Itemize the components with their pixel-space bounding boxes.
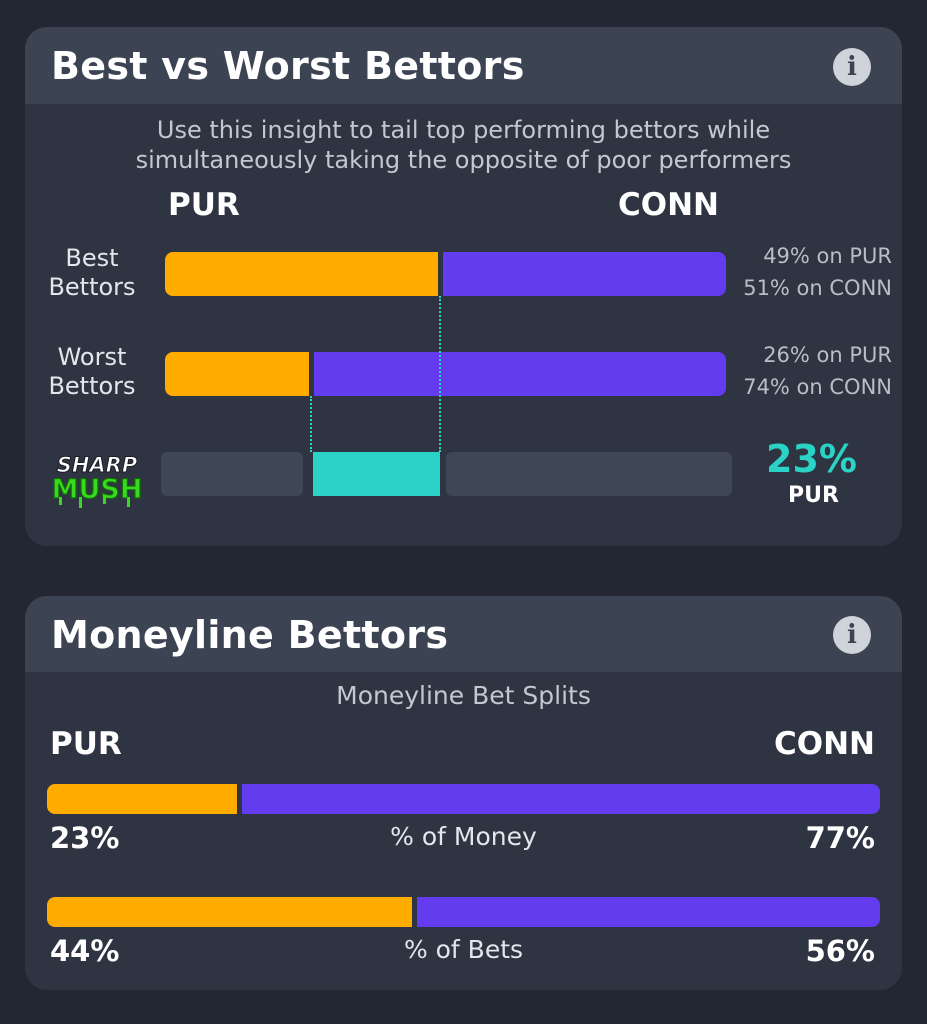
- worst-bettors-pct-conn: 74% on CONN: [743, 375, 892, 399]
- best-bettors-bar: [165, 252, 726, 296]
- best-bettors-label-line2: Bettors: [48, 273, 136, 301]
- money-label: % of Money: [390, 822, 537, 851]
- worst-bettors-label-line2: Bettors: [48, 372, 136, 400]
- worst-bettors-pur-segment: [165, 352, 309, 396]
- sharp-mush-diff-team: PUR: [788, 483, 839, 508]
- worst-bettors-pct-pur: 26% on PUR: [763, 343, 892, 367]
- sharp-mush-diff-pct: 23%: [766, 437, 857, 481]
- sharp-mush-track-left: [161, 452, 303, 496]
- money-conn-pct: 77%: [805, 821, 875, 855]
- sharp-mush-track-right: [446, 452, 732, 496]
- best-worst-header: Best vs Worst Bettors i: [25, 27, 902, 104]
- best-split-connector: [439, 296, 441, 452]
- bets-split-bar: [47, 897, 880, 927]
- moneyline-title: Moneyline Bettors: [51, 613, 449, 657]
- moneyline-card: Moneyline Bettors i Moneyline Bet Splits…: [25, 596, 902, 990]
- ml-team-label-pur: PUR: [50, 726, 122, 762]
- moneyline-subtitle: Moneyline Bet Splits: [336, 681, 591, 710]
- worst-bettors-label: Worst Bettors: [37, 343, 147, 401]
- svg-text:SHARP: SHARP: [57, 453, 138, 477]
- team-label-conn: CONN: [618, 187, 719, 223]
- bets-pur-pct: 44%: [50, 934, 120, 968]
- money-pur-segment: [47, 784, 237, 814]
- best-worst-title: Best vs Worst Bettors: [51, 44, 525, 88]
- bets-conn-segment: [416, 897, 880, 927]
- best-bettors-label: Best Bettors: [37, 244, 147, 302]
- sharp-mush-diff-fill: [313, 452, 440, 496]
- bets-conn-pct: 56%: [805, 934, 875, 968]
- best-worst-card: Best vs Worst Bettors i Use this insight…: [25, 27, 902, 546]
- ml-team-label-conn: CONN: [774, 726, 875, 762]
- best-bettors-pct: 49% on PUR 51% on CONN: [743, 240, 892, 304]
- worst-split-connector: [310, 396, 312, 452]
- moneyline-header: Moneyline Bettors i: [25, 596, 902, 672]
- info-icon[interactable]: i: [833, 48, 871, 86]
- best-bettors-label-line1: Best: [65, 244, 119, 272]
- worst-bettors-pct: 26% on PUR 74% on CONN: [743, 339, 892, 403]
- team-label-pur: PUR: [168, 187, 240, 223]
- worst-bettors-conn-segment: [313, 352, 726, 396]
- best-bettors-pur-segment: [165, 252, 438, 296]
- sharp-mush-logo-graphic: SHARP MUSH: [51, 453, 143, 508]
- worst-bettors-label-line1: Worst: [57, 343, 127, 371]
- info-icon[interactable]: i: [833, 616, 871, 654]
- bets-pur-segment: [47, 897, 412, 927]
- sharp-mush-logo: SHARP MUSH: [45, 451, 149, 511]
- best-bettors-pct-pur: 49% on PUR: [763, 244, 892, 268]
- best-bettors-conn-segment: [442, 252, 726, 296]
- bets-label: % of Bets: [403, 935, 524, 964]
- money-split-bar: [47, 784, 880, 814]
- money-conn-segment: [241, 784, 880, 814]
- worst-bettors-bar: [165, 352, 726, 396]
- best-worst-subtitle: Use this insight to tail top performing …: [135, 116, 792, 174]
- money-pur-pct: 23%: [50, 821, 120, 855]
- best-bettors-pct-conn: 51% on CONN: [743, 276, 892, 300]
